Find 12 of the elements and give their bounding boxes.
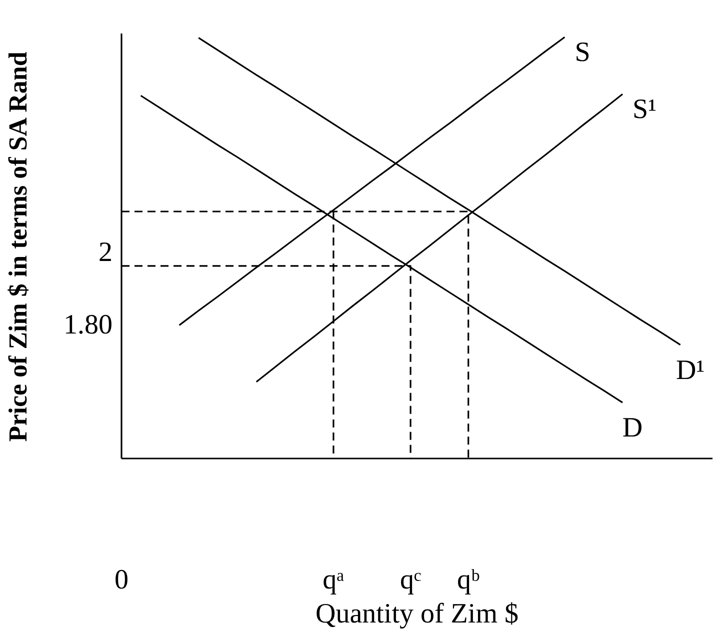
y-axis-title: Price of Zim $ in terms of SA Rand	[4, 51, 32, 442]
series-label: D¹	[676, 354, 705, 386]
x-tick-label: 0	[114, 564, 128, 596]
y-tick-label: 1.80	[64, 310, 112, 341]
x-tick-label: qᵇ	[457, 564, 480, 596]
series-label: S¹	[632, 94, 656, 126]
x-axis-title: Quantity of Zim $	[316, 598, 518, 630]
x-tick-label: qᶜ	[400, 564, 422, 596]
series-label: S	[574, 37, 590, 68]
x-tick-label: qᵃ	[322, 564, 345, 596]
y-tick-label: 2	[98, 236, 112, 268]
series-label: D	[622, 412, 643, 444]
